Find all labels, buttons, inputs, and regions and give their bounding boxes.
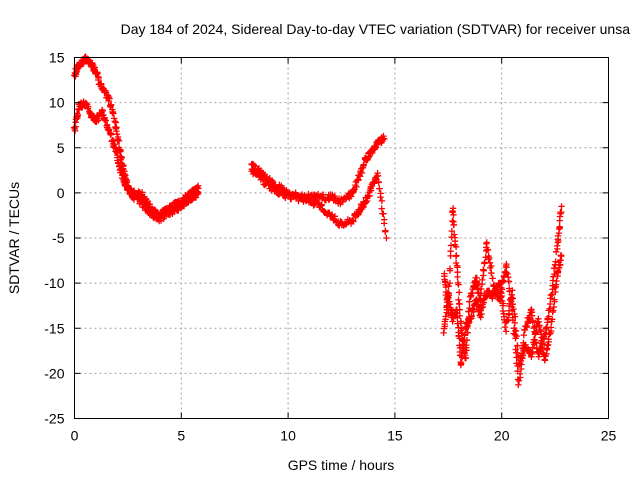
y-tick-label: 10 <box>49 95 65 111</box>
grid-layer <box>74 57 609 419</box>
data-series-2 <box>70 98 202 225</box>
x-tick-label: 0 <box>71 428 79 444</box>
y-tick-label: -10 <box>44 275 64 291</box>
x-tick-label: 20 <box>494 428 510 444</box>
axes-layer: 0 5 10 15 20 25 15 10 5 0 -5 -10 -15 -20 -25 <box>44 50 616 444</box>
data-series-4 <box>248 166 390 242</box>
plot-frame <box>74 57 609 419</box>
x-axis-label: GPS time / hours <box>288 457 395 473</box>
x-tick-label: 15 <box>387 428 403 444</box>
x-tick-label: 25 <box>601 428 617 444</box>
y-tick-label: 0 <box>57 185 65 201</box>
y-tick-label: 5 <box>57 140 65 156</box>
y-tick-label: -15 <box>44 320 64 336</box>
x-tick-label: 10 <box>280 428 296 444</box>
chart-title: Day 184 of 2024, Sidereal Day-to-day VTE… <box>121 21 631 37</box>
x-tick-label: 5 <box>177 428 185 444</box>
y-axis-label: SDTVAR / TECUs <box>6 182 22 294</box>
y-tick-label: -25 <box>44 411 64 427</box>
data-points <box>70 53 565 389</box>
y-tick-label: -5 <box>52 230 65 246</box>
y-tick-label: 15 <box>49 50 65 66</box>
y-tick-label: -20 <box>44 365 64 381</box>
data-series-6 <box>440 252 565 369</box>
